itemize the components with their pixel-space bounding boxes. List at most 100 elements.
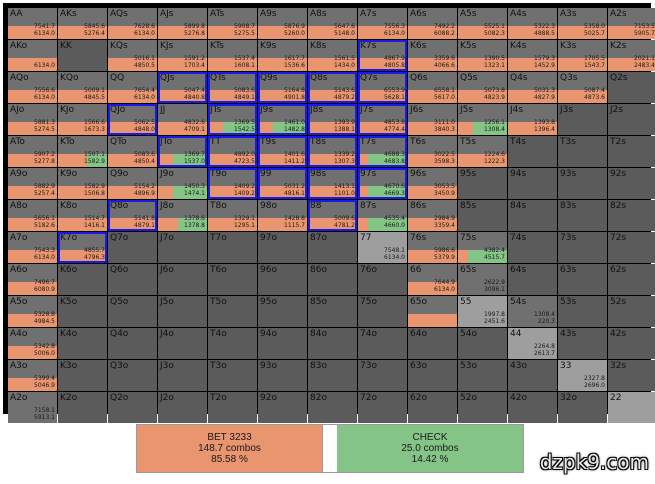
hand-cell-84s[interactable]: 84s — [508, 200, 557, 231]
hand-cell-85o[interactable]: 85o — [308, 296, 357, 327]
hand-cell-97o[interactable]: 97o — [258, 232, 307, 263]
hand-cell-63s[interactable]: 63s — [558, 264, 607, 295]
hand-cell-98o[interactable]: 98o 1428.8 1115.7 — [258, 200, 307, 231]
hand-cell-22[interactable]: 22 — [608, 392, 655, 423]
hand-cell-82s[interactable]: 82s — [608, 200, 655, 231]
hand-cell-t2o[interactable]: T2o — [208, 392, 257, 423]
hand-cell-q2o[interactable]: Q2o — [108, 392, 157, 423]
hand-cell-j5o[interactable]: J5o — [158, 296, 207, 327]
hand-cell-t5s[interactable]: T5s 1224.6 1222.3 — [458, 136, 507, 167]
hand-cell-q8o[interactable]: Q8o 5141.8 4879.1 — [108, 200, 157, 231]
hand-cell-ato[interactable]: ATo 5907.2 5277.8 — [8, 136, 57, 167]
hand-cell-qjo[interactable]: QJo 5062.5 4848.0 — [108, 104, 157, 135]
hand-cell-73o[interactable]: 73o — [358, 360, 407, 391]
hand-cell-85s[interactable]: 85s — [458, 200, 507, 231]
hand-cell-a6o[interactable]: A6o 7496.7 6080.9 — [8, 264, 57, 295]
hand-cell-j8s[interactable]: J8s 1393.9 1388.1 — [308, 104, 357, 135]
hand-cell-j3o[interactable]: J3o — [158, 360, 207, 391]
hand-cell-a6s[interactable]: A6s 7492.2 6088.2 — [408, 8, 457, 39]
hand-cell-a8s[interactable]: A8s 5647.6 5148.0 — [308, 8, 357, 39]
hand-cell-q5s[interactable]: Q5s 5073.8 4823.9 — [458, 72, 507, 103]
hand-cell-q9o[interactable]: Q9o 5154.2 4896.9 — [108, 168, 157, 199]
hand-cell-94o[interactable]: 94o — [258, 328, 307, 359]
hand-cell-j5s[interactable]: J5s 1256.1 1308.4 — [458, 104, 507, 135]
bet-legend[interactable]: BET 3233 148.7 combos 85.58 % — [137, 425, 323, 472]
hand-cell-43o[interactable]: 43o — [508, 360, 557, 391]
hand-cell-t3o[interactable]: T3o — [208, 360, 257, 391]
hand-cell-a4s[interactable]: A4s 5322.3 4888.5 — [508, 8, 557, 39]
hand-cell-a4o[interactable]: A4o 5342.8 5006.0 — [8, 328, 57, 359]
hand-cell-95o[interactable]: 95o — [258, 296, 307, 327]
hand-cell-kjo[interactable]: KJo 1566.6 1673.3 — [58, 104, 107, 135]
hand-cell-k3o[interactable]: K3o — [58, 360, 107, 391]
hand-cell-j3s[interactable]: J3s — [558, 104, 607, 135]
hand-cell-k2s[interactable]: K2s 2021.1 2483.4 — [608, 40, 655, 71]
hand-cell-88[interactable]: 88 5009.6 4781.2 — [308, 200, 357, 231]
hand-cell-62s[interactable]: 62s — [608, 264, 655, 295]
hand-cell-ats[interactable]: ATs 5908.7 5275.5 — [208, 8, 257, 39]
hand-cell-a2o[interactable]: A2o 7158.1 5913.1 — [8, 392, 57, 423]
hand-cell-k2o[interactable]: K2o — [58, 392, 107, 423]
hand-cell-84o[interactable]: 84o — [308, 328, 357, 359]
hand-cell-53o[interactable]: 53o — [458, 360, 507, 391]
hand-cell-jto[interactable]: JTo 1369.7 1537.0 — [158, 136, 207, 167]
hand-cell-66[interactable]: 66 7644.9 6134.0 — [408, 264, 457, 295]
hand-cell-64s[interactable]: 64s — [508, 264, 557, 295]
hand-cell-98s[interactable]: 98s 1413.1 1101.0 — [308, 168, 357, 199]
hand-cell-86s[interactable]: 86s 2984.9 3359.4 — [408, 200, 457, 231]
hand-cell-t3s[interactable]: T3s — [558, 136, 607, 167]
hand-cell-a9o[interactable]: A9o 5882.9 5257.4 — [8, 168, 57, 199]
hand-cell-92s[interactable]: 92s — [608, 168, 655, 199]
check-legend[interactable]: CHECK 25.0 combos 14.42 % — [337, 425, 523, 472]
hand-cell-qts[interactable]: QTs 5083.6 4849.1 — [208, 72, 257, 103]
hand-cell-q3s[interactable]: Q3s 5087.4 4873.6 — [558, 72, 607, 103]
hand-cell-t7s[interactable]: T7s 4688.3 4683.8 — [358, 136, 407, 167]
hand-cell-t9o[interactable]: T9o 1409.2 1409.2 — [208, 168, 257, 199]
hand-cell-94s[interactable]: 94s — [508, 168, 557, 199]
hand-cell-j4s[interactable]: J4s 1393.8 1396.4 — [508, 104, 557, 135]
hand-cell-83s[interactable]: 83s — [558, 200, 607, 231]
hand-cell-t7o[interactable]: T7o — [208, 232, 257, 263]
hand-cell-ajs[interactable]: AJs 5899.8 5276.8 — [158, 8, 207, 39]
hand-cell-96s[interactable]: 96s 3053.5 3450.9 — [408, 168, 457, 199]
hand-cell-t8s[interactable]: T8s 1339.2 1307.3 — [308, 136, 357, 167]
hand-cell-65o[interactable]: 65o — [408, 296, 457, 327]
hand-cell-q4s[interactable]: Q4s 5031.3 4827.9 — [508, 72, 557, 103]
hand-cell-72s[interactable]: 72s — [608, 232, 655, 263]
hand-cell-a3o[interactable]: A3o 5399.4 5046.9 — [8, 360, 57, 391]
hand-cell-55[interactable]: 55 1997.8 2451.6 — [458, 296, 507, 327]
hand-cell-a3s[interactable]: A3s 5358.0 5025.7 — [558, 8, 607, 39]
hand-cell-a2s[interactable]: A2s 7153.5 5905.7 — [608, 8, 655, 39]
hand-cell-32s[interactable]: 32s — [608, 360, 655, 391]
hand-cell-j2o[interactable]: J2o — [158, 392, 207, 423]
hand-cell-82o[interactable]: 82o — [308, 392, 357, 423]
hand-cell-86o[interactable]: 86o — [308, 264, 357, 295]
hand-cell-qq[interactable]: QQ 7654.4 6134.0 — [108, 72, 157, 103]
hand-cell-a7s[interactable]: A7s 7556.3 6134.0 — [358, 8, 407, 39]
hand-cell-kk[interactable]: KK — [58, 40, 107, 71]
hand-cell-a7o[interactable]: A7o 7543.3 6134.0 — [8, 232, 57, 263]
hand-cell-a5o[interactable]: A5o 5328.8 4984.5 — [8, 296, 57, 327]
hand-cell-j9o[interactable]: J9o 1450.3 1474.1 — [158, 168, 207, 199]
hand-cell-j4o[interactable]: J4o — [158, 328, 207, 359]
hand-cell-q6o[interactable]: Q6o — [108, 264, 157, 295]
hand-cell-74o[interactable]: 74o — [358, 328, 407, 359]
hand-cell-j8o[interactable]: J8o 1378.6 1378.8 — [158, 200, 207, 231]
hand-cell-aqo[interactable]: AQo 7556.6 6134.0 — [8, 72, 57, 103]
hand-cell-q7s[interactable]: Q7s 6553.9 5628.1 — [358, 72, 407, 103]
hand-cell-j6o[interactable]: J6o — [158, 264, 207, 295]
hand-cell-k5o[interactable]: K5o — [58, 296, 107, 327]
hand-cell-q8s[interactable]: Q8s 5143.6 4879.2 — [308, 72, 357, 103]
hand-cell-33[interactable]: 33 2327.8 2696.0 — [558, 360, 607, 391]
hand-cell-q9s[interactable]: Q9s 5164.8 4901.8 — [258, 72, 307, 103]
hand-cell-kqo[interactable]: KQo 5009.1 4845.5 — [58, 72, 107, 103]
hand-cell-k6s[interactable]: K6s 3359.6 4066.6 — [408, 40, 457, 71]
hand-cell-75o[interactable]: 75o — [358, 296, 407, 327]
hand-cell-97s[interactable]: 97s 4670.6 4669.3 — [358, 168, 407, 199]
hand-cell-q3o[interactable]: Q3o — [108, 360, 157, 391]
hand-cell-j2s[interactable]: J2s — [608, 104, 655, 135]
hand-cell-k7o[interactable]: K7o 4855.7 4796.3 — [58, 232, 107, 263]
hand-cell-ako[interactable]: AKo 6134.0 — [8, 40, 57, 71]
hand-cell-93o[interactable]: 93o — [258, 360, 307, 391]
hand-cell-93s[interactable]: 93s — [558, 168, 607, 199]
